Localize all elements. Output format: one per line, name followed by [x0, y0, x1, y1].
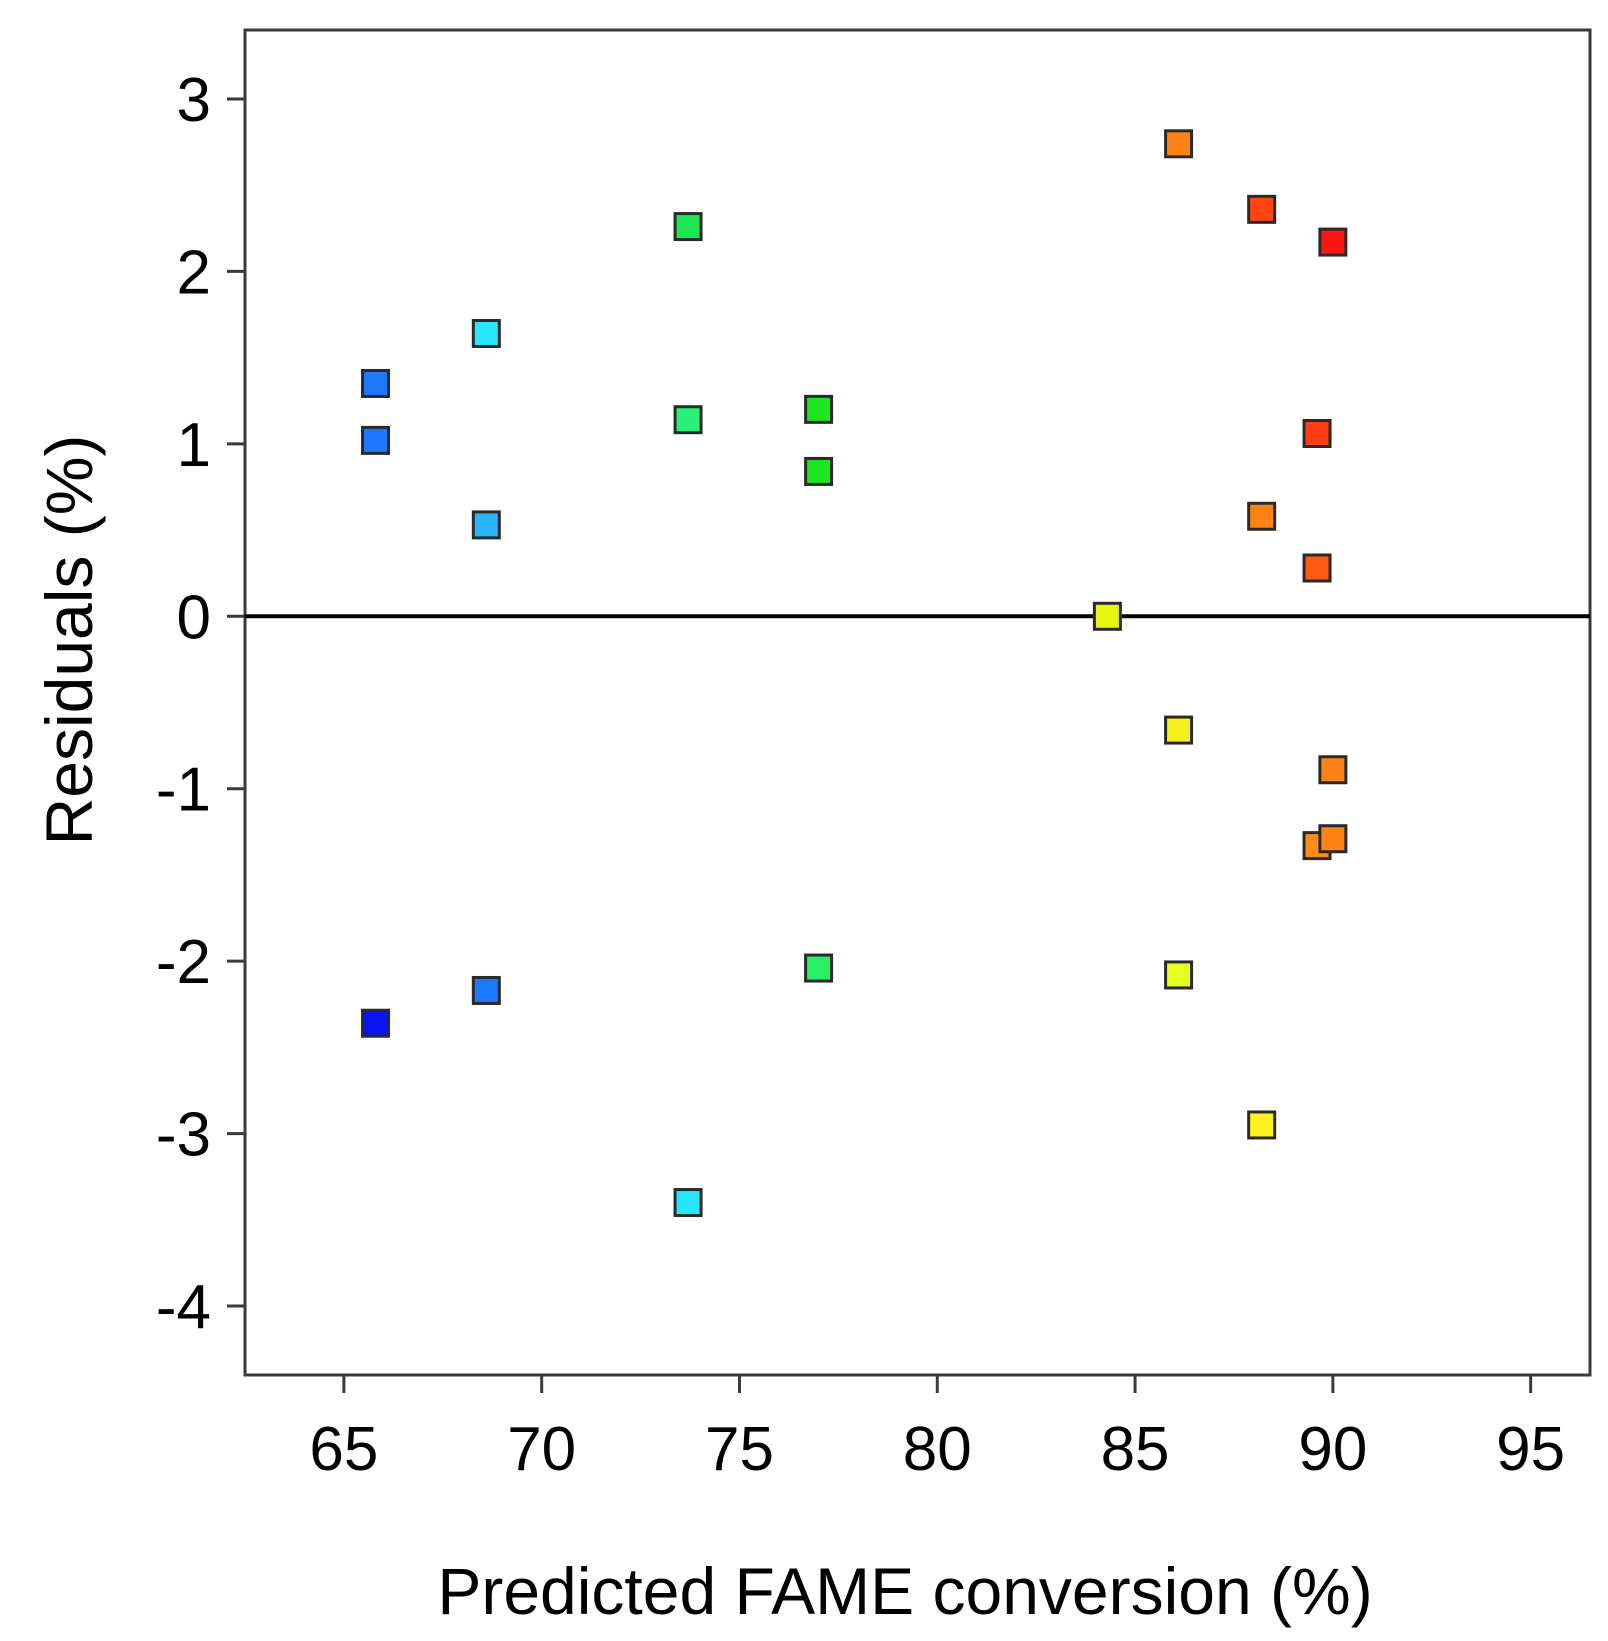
x-tick-label: 80	[903, 1415, 972, 1484]
data-point	[804, 456, 834, 486]
x-tick-label: 65	[309, 1415, 378, 1484]
y-tick-label: -1	[156, 756, 211, 825]
data-point	[1318, 755, 1348, 785]
y-tick-label: 3	[177, 66, 211, 135]
data-point	[361, 1008, 391, 1038]
x-axis-label: Predicted FAME conversion (%)	[437, 1554, 1372, 1628]
data-point	[1247, 194, 1277, 224]
data-point	[1318, 824, 1348, 854]
data-point	[361, 368, 391, 398]
data-point	[361, 425, 391, 455]
y-tick-label: -3	[156, 1101, 211, 1170]
data-point	[1302, 553, 1332, 583]
data-point	[1247, 1110, 1277, 1140]
data-point	[673, 212, 703, 242]
y-tick-label: 1	[177, 411, 211, 480]
y-axis-label: Residuals (%)	[32, 435, 106, 846]
y-tick-label: 0	[177, 583, 211, 652]
data-point	[471, 510, 501, 540]
x-tick-label: 85	[1101, 1415, 1170, 1484]
data-point	[1318, 227, 1348, 257]
data-point	[471, 975, 501, 1005]
plot-frame	[243, 28, 1592, 1377]
data-point	[1164, 960, 1194, 990]
y-tick-label: -2	[156, 928, 211, 997]
data-points	[361, 129, 1348, 1218]
data-point	[804, 394, 834, 424]
x-tick-label: 75	[705, 1415, 774, 1484]
data-point	[1247, 501, 1277, 531]
x-tick-label: 90	[1298, 1415, 1367, 1484]
data-point	[1164, 129, 1194, 159]
x-axis: 65 70 75 80 85 90 95	[309, 1375, 1565, 1484]
data-point	[471, 318, 501, 348]
x-tick-label: 70	[507, 1415, 576, 1484]
x-tick-label: 95	[1496, 1415, 1565, 1484]
y-axis: 3 2 1 0 -1 -2 -3 -4	[156, 66, 245, 1342]
data-point	[673, 405, 703, 435]
data-point	[804, 953, 834, 983]
data-point	[1164, 715, 1194, 745]
data-point	[673, 1188, 703, 1218]
y-tick-label: -4	[156, 1273, 211, 1342]
y-tick-label: 2	[177, 238, 211, 307]
data-point	[1092, 601, 1122, 631]
data-point	[1302, 419, 1332, 448]
